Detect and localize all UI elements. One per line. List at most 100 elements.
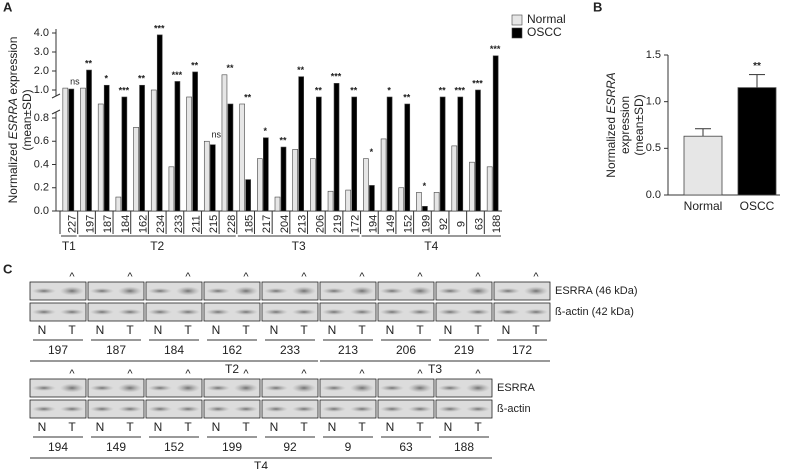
bar: [68, 88, 75, 212]
bar: [316, 96, 322, 212]
bar: [433, 192, 440, 212]
band: [90, 385, 114, 391]
blot-marker: ^: [359, 368, 365, 380]
bar: [221, 74, 228, 212]
bar: [174, 81, 181, 212]
significance-label: ***: [455, 85, 466, 95]
x-tick-label: 233: [173, 215, 185, 233]
lane-label: T: [300, 420, 308, 434]
lane-label: T: [184, 323, 192, 337]
bar: [298, 76, 304, 212]
significance-label: ***: [472, 78, 483, 88]
lane-label: N: [270, 323, 279, 337]
blot: [319, 399, 377, 419]
band: [380, 288, 404, 294]
bar: [416, 192, 422, 212]
bar: [380, 138, 387, 212]
band: [90, 406, 114, 412]
band: [466, 286, 490, 296]
blot: [261, 302, 319, 322]
x-tick-label: 228: [226, 215, 238, 233]
significance-label: **: [226, 63, 234, 73]
lane-label: T: [358, 420, 366, 434]
significance-label: **: [439, 85, 447, 95]
lane-label: T: [184, 420, 192, 434]
significance-label: ***: [154, 23, 165, 33]
blot-marker: ^: [127, 368, 133, 380]
bar: [369, 185, 375, 212]
x-tick-label: 206: [314, 215, 326, 233]
band: [148, 309, 172, 315]
bar: [86, 69, 92, 212]
lane-label: N: [386, 420, 395, 434]
band: [408, 406, 432, 412]
lane-label: T: [68, 420, 76, 434]
lane-label: T: [358, 323, 366, 337]
y-tick-label: 1.0: [646, 96, 661, 108]
bar: [97, 103, 104, 212]
x-tick-label: 197: [84, 215, 96, 233]
bar: [203, 140, 210, 212]
blot-marker: ^: [301, 368, 307, 380]
y-tick-label: 3.0: [34, 46, 49, 58]
blot: [203, 399, 261, 419]
legend-label: Normal: [527, 12, 566, 26]
y-axis-label-part: Normalized: [604, 114, 618, 178]
blot: [87, 302, 145, 322]
bar: [292, 149, 298, 212]
band: [496, 309, 520, 315]
band: [234, 383, 258, 393]
panel-label: C: [3, 261, 13, 276]
bar: [257, 158, 263, 212]
lane-label: N: [96, 420, 105, 434]
y-axis-label-part: expression: [6, 37, 20, 98]
band: [322, 288, 346, 294]
sample-label: 92: [283, 440, 297, 454]
lane-label: T: [474, 420, 482, 434]
band: [234, 309, 258, 315]
lane-label: T: [242, 323, 250, 337]
y-axis-label: expression: [618, 96, 632, 154]
bar: [133, 127, 139, 212]
bar: [80, 87, 86, 212]
group-label: T4: [254, 459, 268, 469]
band: [350, 383, 374, 393]
band: [148, 406, 172, 412]
group-label: T4: [424, 239, 438, 253]
x-tick-label: 215: [208, 215, 220, 233]
band: [32, 406, 56, 412]
bar: [186, 96, 192, 212]
y-axis-label: Normalized ESRRA: [604, 72, 618, 177]
band: [438, 406, 462, 412]
lane-label: N: [270, 420, 279, 434]
band: [292, 309, 316, 315]
significance-label: **: [244, 92, 252, 102]
band: [148, 288, 172, 294]
x-tick-label: 172: [350, 215, 362, 233]
x-tick-label: 227: [67, 215, 79, 233]
band: [350, 406, 374, 412]
bar: [345, 189, 352, 212]
sample-label: 9: [345, 440, 352, 454]
sample-label: 213: [338, 343, 358, 357]
blot-label: ß-actin: [497, 403, 531, 415]
lane-label: T: [242, 420, 250, 434]
blot: [377, 302, 435, 322]
bar: [363, 158, 369, 212]
band: [466, 309, 490, 315]
sample-label: 199: [222, 440, 242, 454]
y-tick-label: 0.8: [34, 112, 49, 124]
bar: [310, 158, 316, 212]
bar: [351, 96, 358, 212]
blot-marker: ^: [475, 368, 481, 380]
y-tick-label: 1.0: [34, 84, 49, 96]
band: [322, 406, 346, 412]
x-tick-label: 184: [120, 215, 132, 233]
bar: [245, 179, 251, 212]
x-tick-label: 217: [261, 215, 273, 233]
panel-label: B: [593, 0, 602, 14]
group-label: T1: [62, 239, 76, 253]
band: [350, 286, 374, 296]
band: [292, 383, 316, 393]
